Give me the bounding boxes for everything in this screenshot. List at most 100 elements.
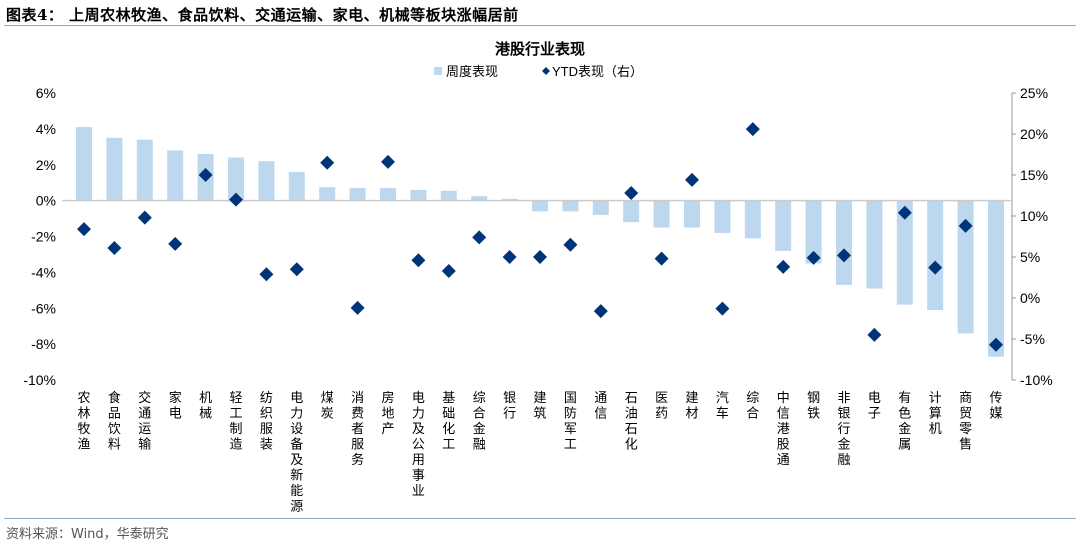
category-label: 房地产 xyxy=(381,390,394,436)
point-ytd xyxy=(624,186,639,201)
point-ytd xyxy=(593,304,608,319)
bar-weekly xyxy=(440,190,457,201)
point-ytd xyxy=(259,267,274,282)
legend-bar-swatch xyxy=(434,67,442,75)
bar-weekly xyxy=(501,198,518,201)
bar-weekly xyxy=(136,139,153,201)
category-label: 建材 xyxy=(685,390,698,421)
category-label: 综合金融 xyxy=(473,390,486,452)
point-ytd xyxy=(502,250,517,264)
point-ytd xyxy=(563,237,578,252)
category-label: 农林牧渔 xyxy=(77,390,90,452)
category-label: 商贸零售 xyxy=(959,390,972,452)
category-label: 国防军工 xyxy=(564,390,577,452)
point-ytd xyxy=(289,262,304,277)
point-ytd xyxy=(837,248,851,263)
point-ytd xyxy=(533,250,547,264)
point-ytd xyxy=(715,301,730,316)
point-ytd xyxy=(320,155,335,170)
left-axis-tick-label: -6% xyxy=(31,300,56,316)
category-label: 电力及公用事业 xyxy=(412,390,425,498)
chart-title: 港股行业表现 xyxy=(495,40,585,58)
category-label: 传媒 xyxy=(989,390,1002,421)
category-label: 通信 xyxy=(594,390,607,421)
category-label: 计算机 xyxy=(929,390,942,436)
point-ytd xyxy=(441,263,456,278)
point-ytd xyxy=(411,253,426,268)
right-axis-tick-label: 25% xyxy=(1020,85,1048,101)
right-axis-tick-label: -10% xyxy=(1020,372,1053,388)
category-label: 基础化工 xyxy=(442,390,455,452)
left-axis-tick-label: -8% xyxy=(31,336,56,352)
point-ytd xyxy=(928,260,943,275)
category-label: 消费者服务 xyxy=(351,390,364,467)
right-axis-tick-label: -5% xyxy=(1020,331,1045,347)
left-axis-tick-label: 0% xyxy=(36,193,56,209)
category-label: 家电 xyxy=(169,390,182,421)
point-ytd xyxy=(137,210,152,225)
bar-weekly xyxy=(896,200,913,305)
left-axis-tick-label: 6% xyxy=(36,85,56,101)
bar-weekly xyxy=(866,200,883,289)
bar-weekly xyxy=(957,200,974,334)
bar-weekly xyxy=(927,200,944,311)
bar-weekly xyxy=(714,200,731,233)
legend-bar-label: 周度表现 xyxy=(446,64,498,79)
category-label: 电子 xyxy=(868,390,881,421)
point-ytd xyxy=(107,240,122,255)
legend-diamond-swatch xyxy=(542,67,550,75)
bar-weekly xyxy=(623,200,640,223)
right-axis-tick-label: 15% xyxy=(1020,167,1048,183)
source-note: 资料来源：Wind，华泰研究 xyxy=(6,527,169,542)
footer-divider xyxy=(4,518,1076,519)
bar-weekly xyxy=(805,200,822,264)
header-divider xyxy=(4,25,1076,26)
point-ytd xyxy=(198,168,213,182)
bar-weekly xyxy=(106,137,123,201)
bar-weekly xyxy=(380,188,396,201)
category-label: 煤炭 xyxy=(321,390,334,421)
point-ytd xyxy=(958,218,973,233)
left-axis-tick-label: -4% xyxy=(31,264,56,280)
right-axis-tick-label: 10% xyxy=(1020,208,1048,224)
category-label: 非银行金融 xyxy=(837,390,850,467)
category-label: 综合 xyxy=(746,390,759,421)
right-axis-tick-label: 5% xyxy=(1020,249,1040,265)
point-ytd xyxy=(77,222,91,237)
right-axis-tick-label: 0% xyxy=(1020,290,1040,306)
bar-weekly xyxy=(410,189,427,201)
left-axis-tick-label: -2% xyxy=(31,229,56,245)
bar-weekly xyxy=(167,150,184,201)
bar-weekly xyxy=(76,127,92,201)
category-label: 石油石化 xyxy=(625,390,638,452)
bar-weekly xyxy=(653,200,670,228)
point-ytd xyxy=(745,122,760,137)
category-label: 建筑 xyxy=(533,390,546,421)
bar-weekly xyxy=(228,157,244,201)
left-axis-tick-label: -10% xyxy=(23,372,56,388)
point-ytd xyxy=(381,154,395,169)
point-ytd xyxy=(776,259,791,274)
point-ytd xyxy=(472,230,487,245)
left-axis-tick-label: 2% xyxy=(36,157,56,173)
right-axis-tick-label: 20% xyxy=(1020,126,1048,142)
legend-scatter-label: YTD表现（右） xyxy=(552,64,643,79)
category-label: 中信港股通 xyxy=(777,390,790,467)
category-label: 食品饮料 xyxy=(108,390,121,452)
point-ytd xyxy=(806,250,821,265)
category-label: 有色金属 xyxy=(898,390,911,452)
bar-weekly xyxy=(258,161,275,201)
figure-caption: 图表4： 上周农林牧渔、食品饮料、交通运输、家电、机械等板块涨幅居前 xyxy=(6,6,519,24)
bar-weekly xyxy=(744,200,761,239)
bar-weekly xyxy=(836,200,852,285)
point-ytd xyxy=(229,192,243,207)
point-ytd xyxy=(989,337,1003,352)
category-label: 交通运输 xyxy=(138,390,151,452)
bar-weekly xyxy=(319,187,336,201)
point-ytd xyxy=(168,236,183,251)
category-label: 钢铁 xyxy=(807,390,820,421)
left-axis-tick-label: 4% xyxy=(36,121,56,137)
bar-weekly xyxy=(592,200,609,215)
bar-weekly xyxy=(562,200,579,212)
